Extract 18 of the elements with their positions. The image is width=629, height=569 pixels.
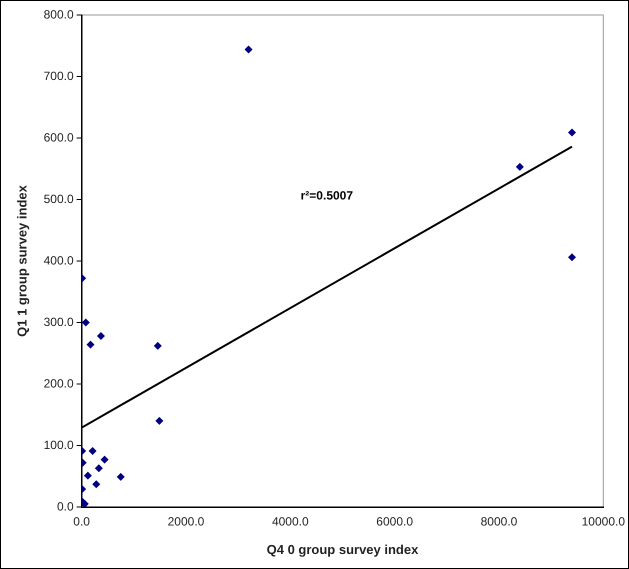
annotation: r²=0.5007: [300, 188, 354, 202]
x-axis-title: Q4 0 group survey index: [266, 542, 420, 557]
y-tick-label: 0.0: [56, 499, 74, 514]
y-tick-label: 100.0: [44, 438, 74, 452]
y-tick-label: 500.0: [44, 192, 74, 206]
y-tick-label: 600.0: [44, 130, 74, 144]
x-tick-label: 8000.0: [480, 514, 518, 529]
x-tick-label: 0.0: [73, 514, 90, 529]
y-axis-title: Q1 1 group survey index: [14, 184, 30, 337]
x-tick-label: 10000.0: [582, 514, 626, 529]
y-tick-label: 200.0: [44, 376, 74, 390]
y-tick-label: 300.0: [44, 314, 74, 329]
x-tick-label: 2000.0: [168, 514, 205, 529]
y-tick-label: 400.0: [44, 253, 74, 268]
y-tick-label: 700.0: [44, 68, 74, 83]
x-tick-label: 6000.0: [376, 514, 414, 529]
y-tick-label: 800.0: [44, 7, 74, 22]
x-tick-label: 4000.0: [272, 514, 309, 529]
